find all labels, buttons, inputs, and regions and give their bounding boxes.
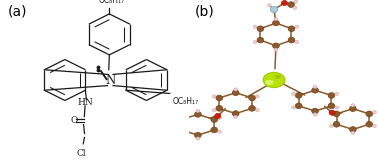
Circle shape [312,87,319,93]
Circle shape [288,37,295,43]
Circle shape [351,131,355,134]
Circle shape [253,40,257,44]
Text: (a): (a) [8,5,27,19]
Circle shape [211,127,218,133]
Circle shape [257,37,264,43]
Circle shape [313,113,317,116]
Circle shape [288,2,294,8]
Text: HN: HN [77,98,93,107]
Circle shape [313,85,317,88]
Circle shape [216,95,223,101]
Circle shape [294,0,298,3]
Circle shape [366,111,373,117]
Circle shape [350,106,356,112]
Circle shape [295,25,299,28]
Circle shape [293,6,297,9]
Circle shape [178,127,185,133]
Circle shape [234,115,237,119]
Circle shape [249,105,256,111]
Circle shape [329,110,335,115]
Circle shape [274,18,278,21]
Circle shape [273,43,279,49]
Circle shape [196,109,200,113]
Circle shape [373,124,376,128]
Circle shape [295,93,302,98]
Text: N: N [105,73,115,87]
Circle shape [216,105,223,111]
Circle shape [256,108,259,112]
Circle shape [234,88,237,91]
Circle shape [328,103,335,109]
Circle shape [329,124,333,128]
Circle shape [312,108,319,114]
Circle shape [273,20,279,26]
Circle shape [373,111,376,114]
Circle shape [178,117,185,122]
Text: OC₈H₁₇: OC₈H₁₇ [172,97,198,106]
Circle shape [194,132,201,138]
Circle shape [288,26,295,32]
Circle shape [232,90,239,96]
Circle shape [335,92,339,95]
Circle shape [253,25,257,28]
Circle shape [215,113,221,119]
Circle shape [249,95,256,101]
Circle shape [335,106,339,109]
Circle shape [196,137,200,140]
Circle shape [329,111,333,114]
Circle shape [274,48,278,51]
Circle shape [218,116,222,120]
Circle shape [194,112,201,117]
Text: O: O [70,116,77,125]
Text: (b): (b) [195,5,214,19]
Circle shape [174,130,178,133]
Circle shape [291,106,295,109]
Circle shape [351,104,355,107]
Circle shape [291,92,295,95]
Circle shape [366,121,373,127]
Circle shape [270,6,278,13]
Circle shape [174,116,178,120]
Circle shape [295,103,302,109]
Circle shape [257,26,264,32]
Text: Cl: Cl [77,149,87,158]
Circle shape [267,4,271,7]
Circle shape [232,111,239,116]
Circle shape [350,127,356,132]
Circle shape [218,130,222,133]
Circle shape [281,0,287,6]
Ellipse shape [275,75,280,79]
Circle shape [295,40,299,44]
Circle shape [333,121,340,127]
Circle shape [256,95,259,98]
Circle shape [212,95,216,98]
Circle shape [212,108,216,112]
Circle shape [328,93,335,98]
Circle shape [211,117,218,122]
Text: OC₈H₁₇: OC₈H₁₇ [98,0,124,5]
Circle shape [333,111,340,117]
Ellipse shape [265,80,274,85]
Ellipse shape [263,72,285,88]
